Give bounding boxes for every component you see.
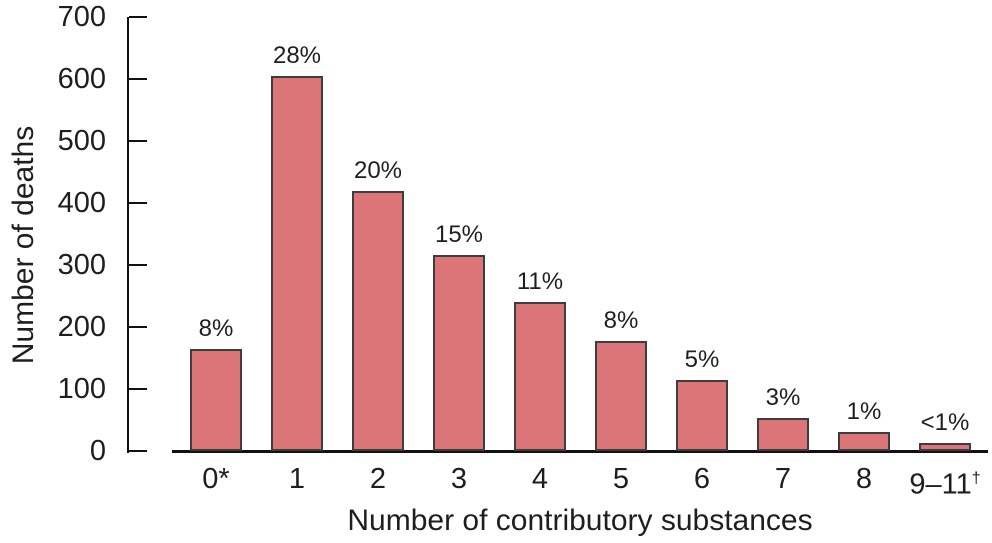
y-axis-tick-label: 200 <box>57 311 106 343</box>
y-axis-tick <box>129 140 147 142</box>
dagger-superscript: † <box>971 470 981 487</box>
y-axis-tick <box>129 202 147 204</box>
x-axis-tick-label: 0* <box>202 463 230 495</box>
x-axis-tick-label: 9–11† <box>909 468 981 501</box>
bar <box>352 191 404 451</box>
bar-value-label: 3% <box>765 384 801 411</box>
bar <box>757 418 809 451</box>
bar <box>514 302 566 451</box>
bar <box>271 76 323 451</box>
y-axis-tick-label: 500 <box>57 125 106 157</box>
x-axis-line <box>172 450 988 453</box>
y-axis-tick <box>129 326 147 328</box>
x-axis-tick-label: 6 <box>693 463 711 495</box>
x-axis-tick-label: 8 <box>855 463 873 495</box>
bar <box>838 432 890 451</box>
y-axis-tick-label: 100 <box>57 373 106 405</box>
bar-value-label: 20% <box>353 157 403 184</box>
y-axis-tick <box>129 78 147 80</box>
bar <box>919 443 971 451</box>
y-axis-tick <box>129 16 147 18</box>
bar-value-label: 28% <box>272 42 322 69</box>
bar-value-label: 5% <box>684 346 720 373</box>
y-axis-tick-label: 400 <box>57 187 106 219</box>
y-axis-tick <box>129 450 147 452</box>
bar-value-label: 1% <box>846 398 882 425</box>
y-axis-tick <box>129 264 147 266</box>
bar-value-label: 8% <box>603 307 639 334</box>
y-axis-tick-label: 0 <box>89 435 106 467</box>
x-axis-title: Number of contributory substances <box>347 504 813 537</box>
bar-value-label: <1% <box>920 409 970 436</box>
x-axis-tick-label: 2 <box>369 463 387 495</box>
bar <box>676 380 728 451</box>
bar <box>433 255 485 451</box>
x-axis-tick-label: 4 <box>531 463 549 495</box>
y-axis-tick <box>129 388 147 390</box>
bar-value-label: 8% <box>198 315 234 342</box>
bar <box>595 341 647 451</box>
x-axis-tick-label: 3 <box>450 463 468 495</box>
x-axis-tick-label: 1 <box>288 463 306 495</box>
bar-value-label: 15% <box>434 221 484 248</box>
x-axis-tick-label: 5 <box>612 463 630 495</box>
y-axis-line <box>127 17 129 453</box>
y-axis-tick-label: 300 <box>57 249 106 281</box>
y-axis-tick-label: 600 <box>57 63 106 95</box>
x-axis-tick-label: 7 <box>774 463 792 495</box>
bar-value-label: 11% <box>516 268 564 295</box>
y-axis-tick-label: 700 <box>57 1 106 33</box>
bar <box>190 349 242 451</box>
